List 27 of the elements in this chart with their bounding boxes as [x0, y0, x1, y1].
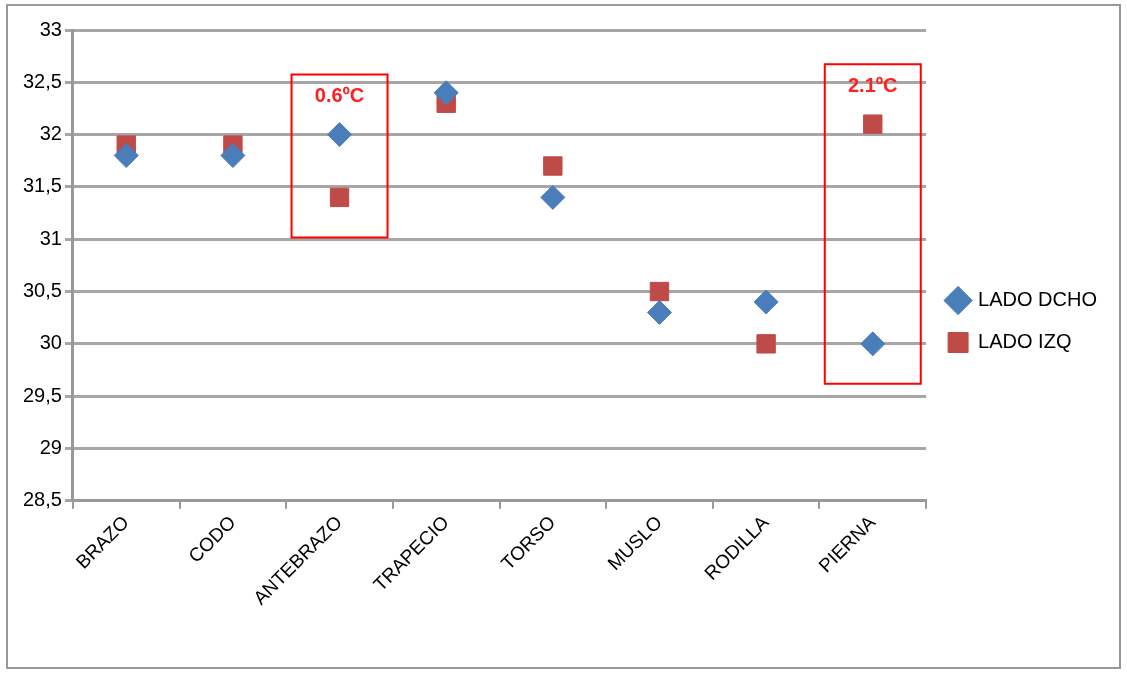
y-tick-label: 29,5	[22, 383, 62, 406]
point	[433, 80, 459, 106]
point	[649, 281, 670, 302]
legend-label: LADO IZQ	[978, 330, 1072, 353]
y-tick-label: 31,5	[22, 174, 62, 197]
point	[756, 334, 776, 354]
y-tick-label: 30,5	[22, 279, 62, 302]
annotation: 0.6ºC	[314, 84, 365, 107]
point	[860, 331, 886, 357]
y-tick-label: 32,5	[22, 69, 62, 92]
point	[753, 289, 779, 315]
point	[327, 122, 353, 148]
point	[113, 143, 139, 169]
point	[329, 187, 350, 208]
point	[646, 299, 672, 325]
y-tick-label: 29	[39, 435, 62, 458]
point	[220, 143, 246, 169]
point	[540, 184, 566, 210]
y-tick-label: 30	[39, 331, 62, 354]
point	[543, 156, 563, 176]
y-tick-label: 31	[39, 226, 62, 249]
y-tick-label: 33	[39, 17, 62, 40]
y-tick-label: 28,5	[22, 488, 62, 511]
annotation: 2.1ºC	[847, 73, 898, 96]
legend-label: LADO DCHO	[978, 288, 1097, 311]
y-tick-label: 32	[39, 122, 62, 145]
point	[863, 114, 883, 134]
